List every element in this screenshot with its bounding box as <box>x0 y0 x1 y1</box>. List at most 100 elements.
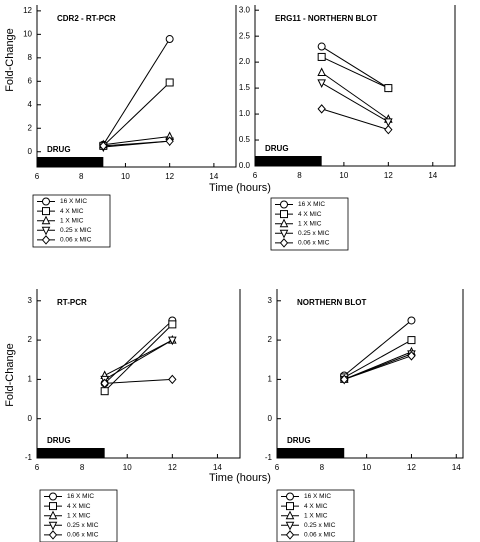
marker <box>49 492 57 501</box>
marker <box>285 521 295 531</box>
marker <box>48 510 58 520</box>
series-line <box>103 135 170 146</box>
x-tick-label: 6 <box>253 171 258 180</box>
marker <box>100 387 109 396</box>
y-tick-label: 2 <box>268 335 273 344</box>
series-line <box>321 72 389 120</box>
x-tick-label: 6 <box>275 463 280 472</box>
marker <box>317 42 326 51</box>
axis-frame <box>36 289 241 459</box>
y-tick-label: 2.0 <box>239 57 251 66</box>
y-tick-label: 2 <box>28 335 33 344</box>
marker <box>279 229 289 239</box>
marker <box>42 207 50 216</box>
y-tick-label: 2.5 <box>239 31 251 40</box>
y-tick-label: -1 <box>25 453 33 462</box>
legend-label: 1 X MIC <box>60 217 84 224</box>
x-tick-label: 6 <box>35 172 40 181</box>
x-tick-label: 14 <box>209 172 218 181</box>
series-line <box>343 339 412 378</box>
x-axis-label: Time (hours) <box>209 472 271 484</box>
series-line <box>104 339 173 380</box>
marker <box>165 136 174 146</box>
marker <box>168 320 177 329</box>
y-tick-label: 8 <box>28 53 33 62</box>
y-tick-label: 0 <box>28 414 33 423</box>
y-tick-label: 0 <box>28 147 33 156</box>
marker <box>41 215 51 225</box>
axis-frame <box>254 5 456 167</box>
axis-frame <box>36 5 237 168</box>
y-tick-label: 0.0 <box>239 161 251 170</box>
y-tick-label: 1 <box>28 375 33 384</box>
series-line <box>104 339 173 376</box>
x-tick-label: 8 <box>80 463 85 472</box>
legend-label: 4 X MIC <box>60 208 84 215</box>
drug-label: DRUG <box>287 436 311 445</box>
x-tick-label: 12 <box>168 463 177 472</box>
legend-label: 0.25 x MIC <box>67 522 99 529</box>
x-tick-label: 12 <box>407 463 416 472</box>
y-axis-label: Fold-Change <box>4 343 16 407</box>
marker <box>48 530 58 540</box>
y-tick-label: 3.0 <box>239 5 251 14</box>
y-tick-label: 1.5 <box>239 83 251 92</box>
marker <box>317 67 326 77</box>
x-tick-label: 6 <box>35 463 40 472</box>
marker <box>384 124 393 135</box>
legend-label: 1 X MIC <box>304 512 328 519</box>
marker <box>407 351 416 361</box>
legend-label: 1 X MIC <box>67 512 91 519</box>
y-tick-label: 3 <box>268 296 273 305</box>
marker <box>165 35 174 44</box>
marker <box>168 374 177 385</box>
marker <box>279 218 289 228</box>
legend-label: 0.25 x MIC <box>60 227 92 234</box>
x-tick-label: 14 <box>428 171 437 180</box>
marker <box>99 141 108 151</box>
marker <box>49 502 57 511</box>
chart-title: NORTHERN BLOT <box>297 298 366 307</box>
series-line <box>321 56 389 89</box>
marker <box>42 197 50 206</box>
legend-label: 0.06 x MIC <box>60 237 92 244</box>
series-line <box>102 82 171 147</box>
legend-label: 0.25 x MIC <box>304 522 336 529</box>
series-line <box>102 38 171 145</box>
legend-label: 16 X MIC <box>67 493 94 500</box>
drug-bar <box>255 156 322 166</box>
drug-label: DRUG <box>47 145 71 154</box>
y-tick-label: -1 <box>265 453 273 462</box>
marker <box>48 521 58 531</box>
y-tick-label: 1.0 <box>239 109 251 118</box>
y-tick-label: 0.5 <box>239 135 251 144</box>
legend-label: 4 X MIC <box>67 503 91 510</box>
x-tick-label: 10 <box>121 172 130 181</box>
series-line <box>104 378 173 384</box>
series-line <box>321 46 389 89</box>
series-line <box>103 140 170 147</box>
marker <box>286 492 294 501</box>
legend-label: 16 X MIC <box>298 201 325 208</box>
marker <box>384 118 393 127</box>
legend-label: 1 X MIC <box>298 220 322 227</box>
x-tick-label: 8 <box>320 463 325 472</box>
drug-bar <box>277 448 345 458</box>
marker <box>407 336 416 345</box>
marker <box>407 316 416 325</box>
marker <box>280 210 288 219</box>
legend-label: 0.25 x MIC <box>298 230 330 237</box>
marker <box>165 78 174 87</box>
x-tick-label: 14 <box>213 463 222 472</box>
y-tick-label: 1 <box>268 375 273 384</box>
x-axis-label: Time (hours) <box>209 182 271 194</box>
series-line <box>343 320 412 376</box>
series-line <box>344 355 412 380</box>
y-tick-label: 6 <box>28 76 33 85</box>
x-tick-label: 10 <box>123 463 132 472</box>
marker <box>279 238 289 248</box>
marker <box>41 226 51 236</box>
legend-label: 16 X MIC <box>304 493 331 500</box>
legend-label: 4 X MIC <box>304 503 328 510</box>
marker <box>317 52 326 61</box>
